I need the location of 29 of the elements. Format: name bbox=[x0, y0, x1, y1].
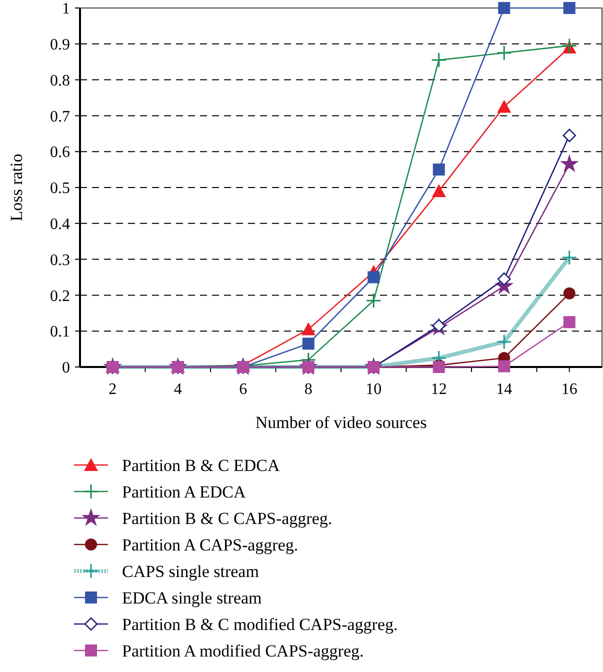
x-tick-label: 4 bbox=[174, 381, 182, 398]
legend-label: EDCA single stream bbox=[122, 588, 262, 608]
y-tick-label: 0.8 bbox=[50, 72, 70, 90]
x-tick-label: 12 bbox=[430, 381, 447, 398]
x-axis-title: Number of video sources bbox=[255, 413, 427, 432]
x-tick-label: 6 bbox=[239, 381, 248, 398]
legend-label: Partition B & C modified CAPS-aggreg. bbox=[122, 614, 398, 634]
legend-label: Partition A modified CAPS-aggreg. bbox=[122, 641, 364, 660]
y-tick-label: 0.6 bbox=[50, 144, 70, 162]
y-axis-title: Loss ratio bbox=[7, 154, 26, 222]
y-tick-label: 0.2 bbox=[50, 288, 70, 305]
legend-label: CAPS single stream bbox=[122, 562, 259, 581]
y-tick-label: 0.4 bbox=[50, 216, 70, 233]
x-tick-label: 2 bbox=[108, 381, 117, 398]
y-tick-label: 0 bbox=[62, 360, 70, 377]
y-tick-label: 0.5 bbox=[50, 180, 70, 198]
y-tick-label: 0.3 bbox=[50, 252, 70, 269]
y-tick-label: 1 bbox=[62, 0, 70, 18]
legend-label: Partition B & C CAPS-aggreg. bbox=[122, 508, 332, 528]
legend-label: Partition B & C EDCA bbox=[122, 456, 280, 475]
legend-label: Partition A CAPS-aggreg. bbox=[122, 535, 298, 554]
x-tick-label: 10 bbox=[366, 381, 382, 398]
x-tick-label: 16 bbox=[561, 381, 578, 398]
legend-label: Partition A EDCA bbox=[122, 482, 246, 502]
x-tick-label: 8 bbox=[304, 381, 312, 398]
y-tick-label: 0.9 bbox=[50, 36, 70, 54]
y-tick-label: 0.7 bbox=[50, 108, 70, 126]
y-tick-label: 0.1 bbox=[50, 324, 70, 341]
x-tick-label: 14 bbox=[496, 381, 512, 398]
